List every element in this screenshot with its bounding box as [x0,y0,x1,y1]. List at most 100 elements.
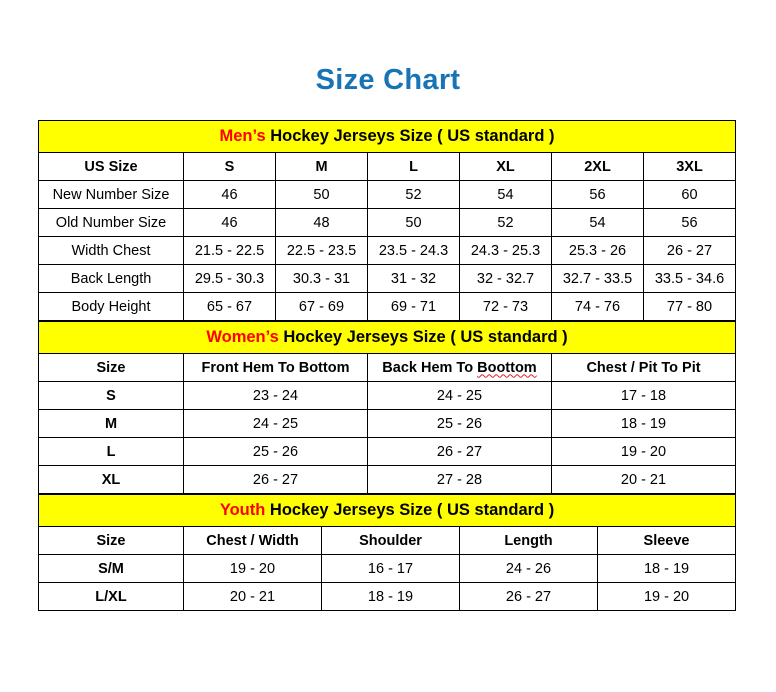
womens-row-2-val-2: 19 - 20 [550,437,737,466]
youth-row-0-val-0: 19 - 20 [183,554,322,583]
womens-section-banner: Women’s Hockey Jerseys Size ( US standar… [37,321,737,354]
mens-row-0-val-4: 56 [551,180,644,209]
mens-row-2-val-2: 23.5 - 24.3 [367,236,460,265]
mens-section-banner: Men’s Hockey Jerseys Size ( US standard … [38,120,736,153]
mens-banner-accent: Men’s [219,127,266,145]
mens-row-1-label: Old Number Size [38,208,184,237]
table-row: Back Length 29.5 - 30.3 30.3 - 31 31 - 3… [38,264,736,293]
table-row: S 23 - 24 24 - 25 17 - 18 [38,381,737,410]
womens-column-header-row: Size Front Hem To Bottom Back Hem To Boo… [38,353,737,382]
mens-row-2-val-0: 21.5 - 22.5 [183,236,276,265]
table-row: Old Number Size 46 48 50 52 54 56 [38,208,736,237]
womens-row-3-val-2: 20 - 21 [550,465,737,494]
youth-row-0-val-3: 18 - 19 [596,554,737,583]
womens-row-2-val-0: 25 - 26 [183,437,368,466]
mens-col-5: 2XL [551,152,644,181]
mens-row-4-val-5: 77 - 80 [643,292,736,321]
mens-row-0-val-1: 50 [275,180,368,209]
mens-row-0-val-3: 54 [459,180,552,209]
womens-row-1-val-0: 24 - 25 [183,409,368,438]
womens-row-3-val-1: 27 - 28 [367,465,552,494]
womens-banner-rest: Hockey Jerseys Size ( US standard ) [278,328,568,346]
mens-row-3-val-3: 32 - 32.7 [459,264,552,293]
womens-row-1-label: M [38,409,184,438]
spellcheck-misspelled-word: Boottom [477,359,537,376]
youth-row-1-val-3: 19 - 20 [596,582,737,611]
mens-row-2-label: Width Chest [38,236,184,265]
mens-row-3-val-1: 30.3 - 31 [275,264,368,293]
womens-row-1-val-1: 25 - 26 [367,409,552,438]
mens-banner-rest: Hockey Jerseys Size ( US standard ) [265,127,555,145]
mens-row-3-label: Back Length [38,264,184,293]
womens-row-0-val-2: 17 - 18 [550,381,737,410]
womens-banner-accent: Women’s [206,328,279,346]
mens-row-0-val-0: 46 [183,180,276,209]
mens-row-1-val-0: 46 [183,208,276,237]
womens-row-2-val-1: 26 - 27 [367,437,552,466]
womens-col-2-prefix: Back Hem To [382,359,478,376]
mens-row-2-val-5: 26 - 27 [643,236,736,265]
youth-col-2: Shoulder [321,526,460,555]
womens-row-2-label: L [38,437,184,466]
youth-size-table: Youth Hockey Jerseys Size ( US standard … [37,494,737,611]
mens-col-0: US Size [38,152,184,181]
youth-row-1-label: L/XL [38,582,184,611]
youth-col-0: Size [38,526,184,555]
womens-col-1: Front Hem To Bottom [183,353,368,382]
youth-row-1-val-0: 20 - 21 [183,582,322,611]
mens-row-1-val-2: 50 [367,208,460,237]
mens-row-4-val-2: 69 - 71 [367,292,460,321]
table-row: M 24 - 25 25 - 26 18 - 19 [38,409,737,438]
youth-banner-cell: Youth Hockey Jerseys Size ( US standard … [37,494,737,527]
womens-col-2: Back Hem To Boottom [367,353,552,382]
womens-row-1-val-2: 18 - 19 [550,409,737,438]
mens-row-0-val-5: 60 [643,180,736,209]
youth-col-4: Sleeve [596,526,737,555]
youth-row-1-val-2: 26 - 27 [459,582,598,611]
table-row: Body Height 65 - 67 67 - 69 69 - 71 72 -… [38,292,736,321]
womens-size-table: Women’s Hockey Jerseys Size ( US standar… [37,321,737,494]
mens-row-4-label: Body Height [38,292,184,321]
mens-row-4-val-0: 65 - 67 [183,292,276,321]
mens-row-2-val-1: 22.5 - 23.5 [275,236,368,265]
mens-col-4: XL [459,152,552,181]
size-chart-tables: Men’s Hockey Jerseys Size ( US standard … [37,120,737,611]
page-title: Size Chart [315,64,461,96]
youth-banner-accent: Youth [219,501,266,519]
womens-row-0-val-1: 24 - 25 [367,381,552,410]
mens-row-2-val-3: 24.3 - 25.3 [459,236,552,265]
mens-row-1-val-1: 48 [275,208,368,237]
youth-banner-rest: Hockey Jerseys Size ( US standard ) [265,501,555,519]
mens-row-0-val-2: 52 [367,180,460,209]
youth-row-1-val-1: 18 - 19 [321,582,460,611]
womens-banner-cell: Women’s Hockey Jerseys Size ( US standar… [37,321,737,354]
mens-banner-cell: Men’s Hockey Jerseys Size ( US standard … [38,120,736,153]
youth-column-header-row: Size Chest / Width Shoulder Length Sleev… [38,526,737,555]
mens-row-3-val-5: 33.5 - 34.6 [643,264,736,293]
womens-col-3: Chest / Pit To Pit [550,353,737,382]
youth-row-0-label: S/M [38,554,184,583]
mens-col-2: M [275,152,368,181]
table-row: Width Chest 21.5 - 22.5 22.5 - 23.5 23.5… [38,236,736,265]
womens-row-0-val-0: 23 - 24 [183,381,368,410]
table-row: L 25 - 26 26 - 27 19 - 20 [38,437,737,466]
table-row: L/XL 20 - 21 18 - 19 26 - 27 19 - 20 [38,582,737,611]
womens-row-3-label: XL [38,465,184,494]
mens-row-3-val-4: 32.7 - 33.5 [551,264,644,293]
mens-size-table: Men’s Hockey Jerseys Size ( US standard … [38,120,736,321]
youth-col-1: Chest / Width [183,526,322,555]
table-row: S/M 19 - 20 16 - 17 24 - 26 18 - 19 [38,554,737,583]
mens-row-1-val-5: 56 [643,208,736,237]
mens-row-0-label: New Number Size [38,180,184,209]
mens-row-1-val-3: 52 [459,208,552,237]
mens-row-3-val-2: 31 - 32 [367,264,460,293]
youth-col-3: Length [459,526,598,555]
womens-row-0-label: S [38,381,184,410]
mens-row-4-val-1: 67 - 69 [275,292,368,321]
mens-row-4-val-3: 72 - 73 [459,292,552,321]
womens-col-0: Size [38,353,184,382]
mens-row-3-val-0: 29.5 - 30.3 [183,264,276,293]
table-row: New Number Size 46 50 52 54 56 60 [38,180,736,209]
youth-row-0-val-1: 16 - 17 [321,554,460,583]
